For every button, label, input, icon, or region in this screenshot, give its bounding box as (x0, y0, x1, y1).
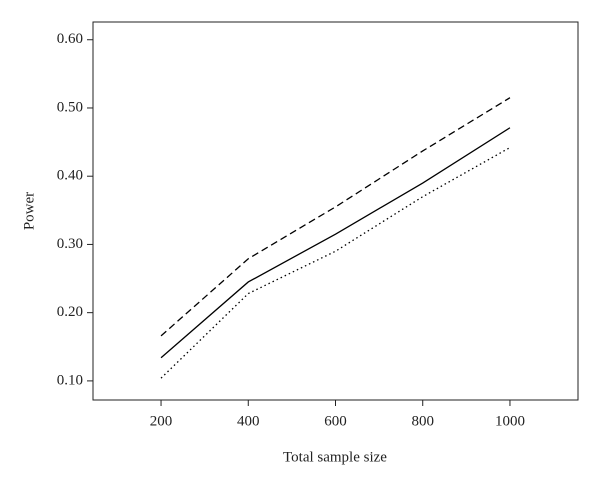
y-tick-label: 0.40 (57, 168, 83, 184)
x-tick-label: 200 (150, 413, 173, 429)
y-tick-label: 0.50 (57, 99, 83, 115)
y-tick-label: 0.30 (57, 236, 83, 252)
x-tick-label: 600 (324, 413, 347, 429)
series-line (160, 146, 511, 379)
y-axis-label: Power (21, 192, 37, 230)
y-tick-label: 0.60 (57, 31, 83, 47)
x-tick-label: 400 (237, 413, 260, 429)
y-tick-label: 0.10 (57, 372, 83, 388)
series-line (160, 127, 511, 359)
plot-frame (92, 21, 579, 401)
y-tick-label: 0.20 (57, 304, 83, 320)
series-line (160, 97, 511, 337)
x-tick-label: 800 (411, 413, 434, 429)
x-tick-label: 1000 (495, 413, 525, 429)
x-axis-label: Total sample size (283, 449, 387, 465)
